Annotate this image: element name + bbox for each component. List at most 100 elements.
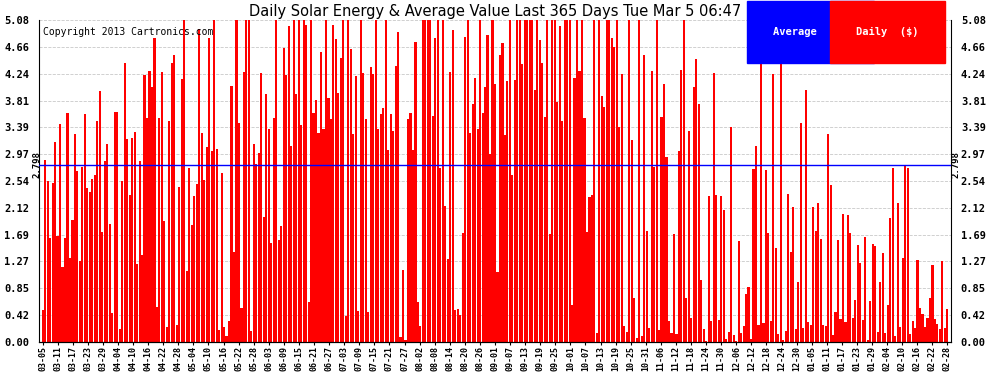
Bar (532, 20, 534, 342)
Bar (191, 225, 193, 342)
Bar (648, 328, 650, 342)
Bar (415, 42, 417, 342)
Bar (740, 333, 742, 342)
Bar (775, 249, 777, 342)
Bar (629, 20, 631, 342)
Bar (377, 129, 379, 342)
Bar (484, 87, 486, 342)
Bar (265, 94, 267, 342)
Bar (943, 328, 946, 342)
Bar (506, 81, 509, 342)
Bar (285, 75, 287, 342)
Bar (42, 310, 44, 342)
Bar (392, 130, 394, 342)
Bar (767, 233, 769, 342)
Bar (644, 55, 645, 342)
Bar (678, 152, 680, 342)
Bar (725, 339, 728, 342)
Bar (568, 20, 570, 342)
Bar (124, 63, 126, 342)
Bar (733, 335, 735, 342)
Bar (884, 333, 886, 342)
Bar (56, 236, 58, 342)
Bar (303, 20, 305, 342)
Bar (636, 338, 638, 342)
Bar (101, 232, 103, 342)
Bar (738, 241, 740, 342)
Bar (422, 20, 424, 342)
Bar (820, 239, 822, 342)
Bar (168, 121, 170, 342)
Bar (141, 255, 144, 342)
Bar (802, 328, 804, 342)
Bar (277, 240, 280, 342)
Bar (491, 20, 494, 342)
Bar (54, 142, 56, 342)
Bar (359, 20, 361, 342)
Bar (634, 298, 636, 342)
Bar (193, 196, 195, 342)
Bar (606, 20, 608, 342)
Bar (641, 336, 643, 342)
Bar (188, 168, 190, 342)
Bar (693, 87, 695, 342)
Bar (69, 258, 71, 342)
Bar (206, 147, 208, 342)
Bar (626, 332, 628, 342)
Bar (171, 63, 173, 342)
Bar (683, 20, 685, 342)
Bar (427, 20, 429, 342)
Bar (501, 43, 504, 342)
Bar (84, 114, 86, 342)
Bar (902, 258, 904, 342)
Bar (867, 340, 869, 342)
Bar (939, 329, 940, 342)
Bar (198, 29, 200, 342)
Bar (529, 20, 531, 342)
Bar (420, 326, 422, 342)
Bar (347, 20, 349, 342)
Bar (932, 264, 934, 342)
Bar (650, 71, 652, 342)
Bar (178, 187, 180, 342)
Bar (340, 58, 342, 342)
Bar (201, 134, 203, 342)
Bar (785, 331, 787, 342)
Bar (566, 20, 568, 342)
Bar (524, 20, 526, 342)
Bar (897, 202, 899, 342)
Bar (869, 301, 871, 342)
Bar (583, 118, 585, 342)
Bar (479, 20, 481, 342)
Bar (598, 20, 601, 342)
Bar (61, 267, 63, 342)
Bar (136, 264, 139, 342)
Bar (196, 184, 198, 342)
Bar (563, 20, 565, 342)
Bar (611, 38, 613, 342)
Text: Average  ($): Average ($) (773, 27, 848, 37)
Bar (295, 94, 297, 342)
Bar (840, 319, 842, 342)
Bar (720, 196, 723, 342)
Bar (527, 20, 529, 342)
Bar (116, 112, 118, 342)
Bar (680, 69, 682, 342)
Bar (469, 133, 471, 342)
Bar (71, 220, 73, 342)
Bar (252, 144, 255, 342)
Bar (305, 24, 307, 342)
Bar (690, 318, 692, 342)
Bar (946, 309, 948, 342)
Bar (320, 52, 322, 342)
Bar (173, 55, 175, 342)
Bar (481, 113, 484, 342)
Bar (369, 67, 372, 342)
Bar (578, 71, 580, 342)
Bar (670, 333, 672, 342)
Bar (807, 322, 809, 342)
Bar (272, 117, 275, 342)
Bar (66, 113, 68, 342)
Bar (99, 91, 101, 342)
Bar (236, 20, 238, 342)
